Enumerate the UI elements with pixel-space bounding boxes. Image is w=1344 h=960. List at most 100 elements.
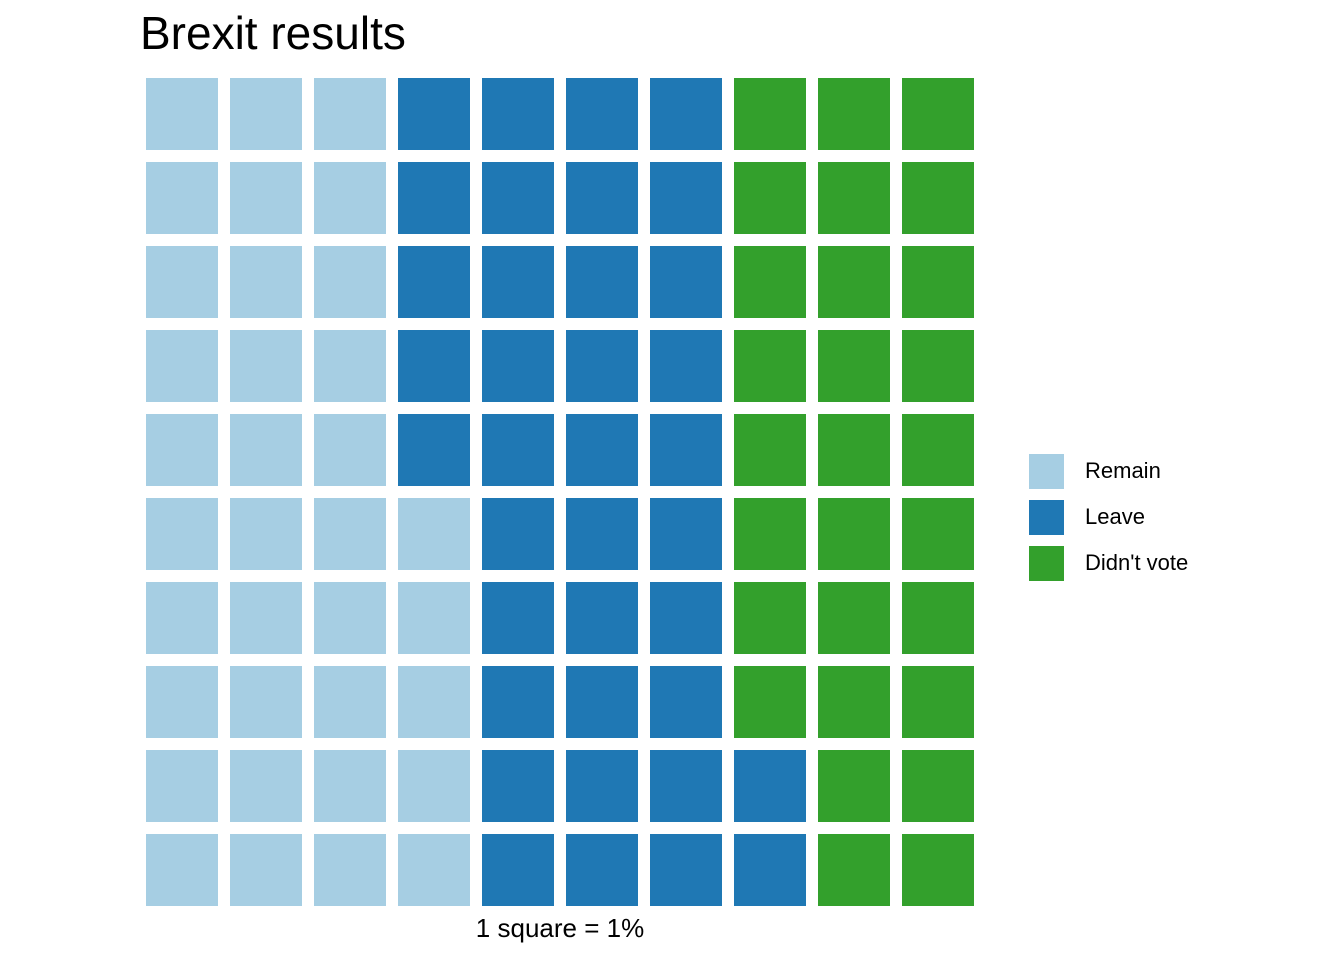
waffle-square-remain: [230, 498, 302, 570]
waffle-square-leave: [482, 834, 554, 906]
waffle-square-leave: [566, 414, 638, 486]
waffle-square-remain: [230, 582, 302, 654]
waffle-square-didn-t-vote: [818, 582, 890, 654]
waffle-square-leave: [650, 162, 722, 234]
legend-key-leave: [1029, 499, 1064, 535]
waffle-square-didn-t-vote: [734, 666, 806, 738]
waffle-square-remain: [230, 414, 302, 486]
waffle-square-didn-t-vote: [818, 666, 890, 738]
waffle-square-leave: [482, 666, 554, 738]
waffle-square-leave: [398, 330, 470, 402]
waffle-square-leave: [566, 246, 638, 318]
waffle-square-remain: [230, 666, 302, 738]
waffle-square-remain: [230, 78, 302, 150]
waffle-square-leave: [650, 666, 722, 738]
waffle-square-remain: [398, 498, 470, 570]
waffle-square-didn-t-vote: [902, 498, 974, 570]
legend-item-leave: Leave: [1029, 494, 1188, 540]
waffle-square-didn-t-vote: [734, 78, 806, 150]
waffle-square-didn-t-vote: [818, 834, 890, 906]
legend-item-didnt-vote: Didn't vote: [1029, 540, 1188, 586]
waffle-square-remain: [314, 246, 386, 318]
waffle-square-remain: [314, 330, 386, 402]
waffle-square-didn-t-vote: [734, 246, 806, 318]
legend-item-remain: Remain: [1029, 448, 1188, 494]
waffle-square-remain: [146, 330, 218, 402]
waffle-square-remain: [314, 162, 386, 234]
waffle-square-didn-t-vote: [734, 330, 806, 402]
waffle-square-leave: [482, 246, 554, 318]
legend-key-didnt-vote: [1029, 545, 1064, 581]
waffle-square-leave: [650, 246, 722, 318]
waffle-square-remain: [230, 330, 302, 402]
waffle-square-leave: [566, 330, 638, 402]
waffle-square-leave: [398, 414, 470, 486]
waffle-square-didn-t-vote: [902, 414, 974, 486]
waffle-square-didn-t-vote: [902, 834, 974, 906]
waffle-square-leave: [482, 78, 554, 150]
waffle-square-remain: [146, 582, 218, 654]
waffle-square-leave: [650, 582, 722, 654]
waffle-square-didn-t-vote: [902, 78, 974, 150]
waffle-square-leave: [566, 78, 638, 150]
waffle-square-leave: [650, 78, 722, 150]
waffle-square-didn-t-vote: [902, 666, 974, 738]
waffle-square-remain: [146, 78, 218, 150]
waffle-square-leave: [482, 162, 554, 234]
waffle-square-leave: [482, 750, 554, 822]
waffle-square-remain: [230, 162, 302, 234]
waffle-square-remain: [146, 162, 218, 234]
waffle-square-didn-t-vote: [734, 162, 806, 234]
waffle-square-remain: [146, 750, 218, 822]
waffle-square-remain: [146, 246, 218, 318]
waffle-square-didn-t-vote: [818, 330, 890, 402]
waffle-square-remain: [398, 582, 470, 654]
waffle-square-leave: [398, 78, 470, 150]
waffle-square-didn-t-vote: [818, 78, 890, 150]
waffle-square-didn-t-vote: [818, 246, 890, 318]
waffle-square-didn-t-vote: [818, 162, 890, 234]
waffle-square-remain: [230, 246, 302, 318]
waffle-square-remain: [314, 498, 386, 570]
waffle-square-remain: [146, 834, 218, 906]
waffle-square-leave: [482, 498, 554, 570]
waffle-square-didn-t-vote: [734, 414, 806, 486]
waffle-square-remain: [146, 498, 218, 570]
waffle-square-didn-t-vote: [818, 498, 890, 570]
waffle-square-remain: [314, 666, 386, 738]
waffle-square-leave: [566, 750, 638, 822]
legend-label-didnt-vote: Didn't vote: [1085, 550, 1189, 575]
waffle-square-remain: [146, 414, 218, 486]
waffle-square-remain: [398, 750, 470, 822]
waffle-square-leave: [650, 834, 722, 906]
waffle-square-didn-t-vote: [902, 582, 974, 654]
legend: Remain Leave Didn't vote: [1029, 448, 1188, 586]
legend-key-remain: [1029, 453, 1064, 489]
waffle-square-didn-t-vote: [902, 330, 974, 402]
waffle-square-didn-t-vote: [902, 246, 974, 318]
waffle-square-leave: [650, 498, 722, 570]
waffle-square-didn-t-vote: [818, 414, 890, 486]
waffle-square-remain: [314, 78, 386, 150]
waffle-square-leave: [566, 498, 638, 570]
waffle-square-leave: [566, 582, 638, 654]
legend-label-leave: Leave: [1085, 504, 1145, 529]
waffle-square-leave: [650, 414, 722, 486]
waffle-square-leave: [566, 834, 638, 906]
waffle-square-remain: [314, 414, 386, 486]
waffle-square-leave: [398, 162, 470, 234]
waffle-square-remain: [398, 666, 470, 738]
waffle-square-remain: [230, 750, 302, 822]
waffle-square-didn-t-vote: [902, 162, 974, 234]
waffle-square-leave: [566, 666, 638, 738]
waffle-square-leave: [482, 330, 554, 402]
chart-caption: 1 square = 1%: [475, 913, 645, 943]
waffle-square-leave: [482, 414, 554, 486]
waffle-square-didn-t-vote: [818, 750, 890, 822]
waffle-square-leave: [398, 246, 470, 318]
waffle-square-remain: [314, 750, 386, 822]
waffle-square-didn-t-vote: [734, 498, 806, 570]
chart-title: Brexit results: [140, 7, 406, 59]
waffle-square-leave: [734, 834, 806, 906]
